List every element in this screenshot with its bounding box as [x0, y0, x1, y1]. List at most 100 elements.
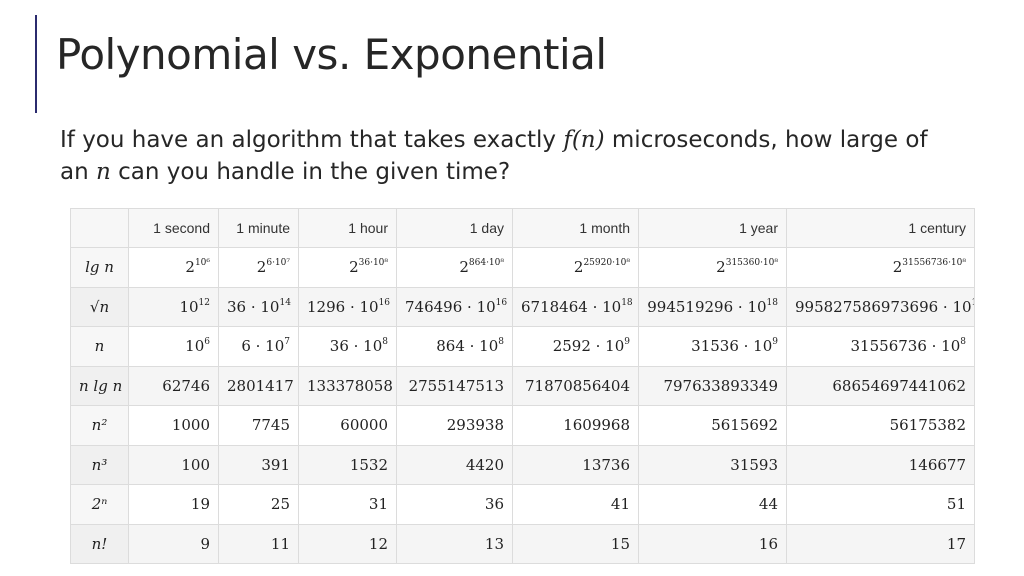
- table-cell: 2864·10⁸: [396, 247, 513, 288]
- table-cell: 25: [218, 484, 299, 525]
- cell-exponent: 16: [378, 297, 391, 308]
- table-cell: 15: [512, 523, 639, 564]
- cell-exponent: 315360·10⁸: [725, 258, 778, 269]
- table-cell: 16: [638, 523, 787, 564]
- row-header: n!: [70, 523, 129, 564]
- cell-exponent: 18: [766, 297, 778, 308]
- cell-value: 6718464 · 10: [521, 297, 622, 316]
- cell-value: 16: [758, 534, 778, 553]
- cell-value: 62746: [162, 376, 210, 395]
- table-cell: 6 · 107: [218, 326, 299, 367]
- table-cell: 1296 · 1016: [298, 286, 397, 327]
- table-cell: 36: [396, 484, 513, 525]
- table-cell: 231556736·10⁸: [786, 247, 975, 288]
- growth-table-container: 1 second 1 minute 1 hour 1 day 1 month 1 year…: [70, 208, 975, 564]
- cell-value: 2: [459, 258, 469, 277]
- table-cell: 864 · 108: [396, 326, 513, 367]
- cell-exponent: 6·10⁷: [266, 258, 290, 269]
- table-cell: 56175382: [786, 405, 975, 446]
- cell-value: 391: [261, 455, 290, 474]
- table-cell: 36 · 108: [298, 326, 397, 367]
- cell-value: 36: [484, 495, 504, 514]
- table-cell: 7745: [218, 405, 299, 446]
- table-cell: 995827586973696 · 1016: [786, 286, 975, 327]
- cell-value: 994519296 · 10: [647, 297, 767, 316]
- cell-value: 44: [758, 495, 778, 514]
- table-cell: 31536 · 109: [638, 326, 787, 367]
- cell-value: 2: [716, 258, 726, 277]
- cell-value: 293938: [446, 416, 504, 435]
- cell-value: 100: [181, 455, 210, 474]
- table-cell: 71870856404: [512, 365, 639, 406]
- cell-value: 864 · 10: [436, 337, 499, 356]
- cell-exponent: 864·10⁸: [468, 258, 504, 269]
- table-cell: 12: [298, 523, 397, 564]
- row-header: n³: [70, 444, 129, 485]
- table-row: n 106 6 · 107 36 · 108 864 · 108 2592 · 109 31…: [70, 326, 975, 367]
- table-row: n! 9 11 12 13 15 16 17: [70, 523, 975, 564]
- cell-value: 6 · 10: [241, 337, 285, 356]
- cell-value: 2: [185, 258, 195, 277]
- cell-value: 17: [946, 534, 966, 553]
- cell-value: 1532: [349, 455, 388, 474]
- table-cell: 4420: [396, 444, 513, 485]
- cell-value: 10: [185, 337, 205, 356]
- table-cell: 62746: [128, 365, 219, 406]
- cell-value: 41: [610, 495, 630, 514]
- cell-exponent: 10⁶: [194, 258, 210, 269]
- cell-exponent: 31556736·10⁸: [902, 258, 966, 269]
- cell-exponent: 9: [772, 337, 778, 348]
- table-cell: 225920·10⁸: [512, 247, 639, 288]
- table-cell: 1000: [128, 405, 219, 446]
- table-row: lg n 210⁶ 26·10⁷ 236·10⁸ 2864·10⁸ 225920·10⁸ 2…: [70, 247, 975, 288]
- table-cell: 31593: [638, 444, 787, 485]
- table-cell: 17: [786, 523, 975, 564]
- cell-value: 71870856404: [525, 376, 630, 395]
- table-cell: 11: [218, 523, 299, 564]
- table-cell: 51: [786, 484, 975, 525]
- cell-exponent: 36·10⁸: [358, 258, 388, 269]
- cell-value: 68654697441062: [832, 376, 966, 395]
- table-cell: 68654697441062: [786, 365, 975, 406]
- cell-value: 15: [610, 534, 630, 553]
- column-header: 1 month: [512, 208, 639, 248]
- table-cell: 26·10⁷: [218, 247, 299, 288]
- cell-value: 31: [368, 495, 388, 514]
- cell-value: 2755147513: [408, 376, 504, 395]
- cell-value: 2801417: [227, 376, 294, 395]
- subtitle-fn: f(n): [563, 127, 605, 153]
- table-cell: 36 · 1014: [218, 286, 299, 327]
- table-cell: 1609968: [512, 405, 639, 446]
- table-cell: 44: [638, 484, 787, 525]
- cell-value: 9: [200, 534, 210, 553]
- cell-exponent: 7: [284, 337, 290, 348]
- table-cell: 146677: [786, 444, 975, 485]
- table-cell: 1532: [298, 444, 397, 485]
- cell-value: 1000: [171, 416, 210, 435]
- table-cell: 994519296 · 1018: [638, 286, 787, 327]
- table-cell: 13: [396, 523, 513, 564]
- subtitle-text-2: microseconds, how large of an: [60, 127, 928, 185]
- cell-value: 2: [892, 258, 903, 277]
- table-cell: 210⁶: [128, 247, 219, 288]
- cell-value: 1609968: [563, 416, 630, 435]
- title-accent-bar: [35, 15, 37, 113]
- table-cell: 2755147513: [396, 365, 513, 406]
- table-cell: 293938: [396, 405, 513, 446]
- column-header: 1 century: [786, 208, 975, 248]
- slide-subtitle: If you have an algorithm that takes exac…: [60, 124, 960, 188]
- cell-value: 25: [270, 495, 290, 514]
- cell-value: 146677: [908, 455, 966, 474]
- table-row: n³ 100 391 1532 4420 13736 31593 146677: [70, 444, 975, 485]
- table-cell: 797633893349: [638, 365, 787, 406]
- cell-value: 31593: [730, 455, 778, 474]
- row-header: lg n: [70, 247, 129, 288]
- column-header: 1 minute: [218, 208, 299, 248]
- row-header: n: [70, 326, 129, 367]
- cell-value: 11: [270, 534, 290, 553]
- cell-exponent: 12: [198, 297, 210, 308]
- cell-exponent: 14: [279, 297, 291, 308]
- cell-value: 13: [484, 534, 504, 553]
- table-cell: 9: [128, 523, 219, 564]
- cell-value: 31536 · 10: [691, 337, 773, 356]
